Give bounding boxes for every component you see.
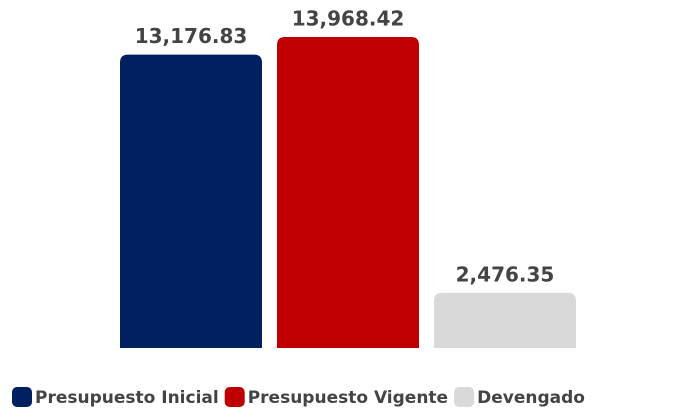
bar — [120, 54, 262, 349]
value-label: 13,176.83 — [135, 24, 248, 48]
value-label: 2,476.35 — [456, 262, 555, 286]
legend-swatch — [224, 387, 245, 407]
legend-label: Devengado — [477, 388, 585, 408]
bar — [277, 37, 419, 348]
value-label: 13,968.42 — [292, 7, 405, 31]
legend-label: Presupuesto Vigente — [248, 388, 448, 408]
legend-swatch — [12, 387, 32, 407]
legend-swatch — [454, 387, 475, 407]
legend-label: Presupuesto Inicial — [35, 388, 219, 408]
bar — [434, 292, 576, 348]
